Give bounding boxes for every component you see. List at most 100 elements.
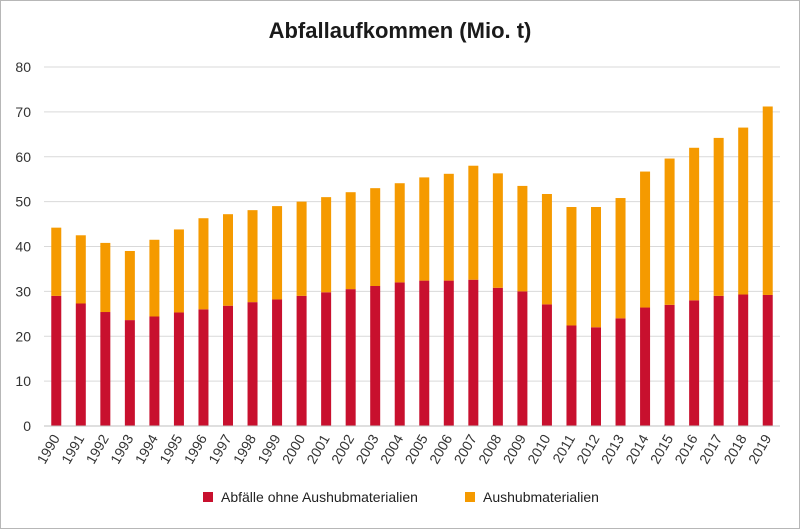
bar-abfaelle: [198, 309, 209, 426]
x-tick-label: 2004: [377, 431, 407, 466]
y-tick-label: 0: [23, 418, 31, 434]
x-tick-label: 2014: [622, 431, 652, 466]
bar-abfaelle: [713, 295, 724, 426]
x-tick-label: 1997: [205, 431, 235, 466]
x-tick-label: 2006: [426, 431, 456, 466]
x-tick-label: 2018: [720, 431, 750, 466]
y-tick-label: 70: [15, 104, 31, 120]
x-tick-label: 2015: [647, 431, 677, 466]
bar-abfaelle: [321, 292, 332, 426]
bar-abfaelle: [517, 291, 528, 426]
bar-aushub: [321, 197, 332, 293]
bar-aushub: [443, 173, 454, 281]
bar-aushub: [272, 206, 283, 300]
bar-abfaelle: [492, 287, 503, 426]
bar-aushub: [762, 106, 773, 295]
bar-aushub: [591, 207, 601, 328]
bar-aushub: [247, 210, 258, 303]
x-tick-label: 2003: [352, 431, 382, 466]
bar-aushub: [468, 165, 479, 280]
chart-title: Abfallaufkommen (Mio. t): [268, 18, 532, 43]
x-tick-label: 2011: [549, 431, 578, 465]
bar-aushub: [738, 127, 749, 295]
x-tick-label: 2001: [303, 431, 333, 466]
x-tick-label: 1998: [230, 431, 260, 466]
bar-abfaelle: [762, 294, 773, 426]
legend-label-aushub: Aushubmaterialien: [483, 489, 599, 505]
bar-abfaelle: [689, 300, 700, 426]
bar-aushub: [566, 207, 577, 326]
bar-abfaelle: [566, 325, 577, 426]
x-tick-label: 1990: [33, 431, 63, 466]
bar-abfaelle: [223, 305, 233, 426]
x-tick-label: 2010: [524, 431, 554, 466]
bar-abfaelle: [272, 299, 283, 426]
bar-aushub: [492, 173, 503, 288]
y-tick-label: 30: [15, 283, 31, 299]
bar-abfaelle: [664, 304, 675, 426]
bar-abfaelle: [468, 279, 479, 426]
x-tick-label: 1992: [82, 431, 112, 466]
legend-swatch-abfaelle: [203, 492, 213, 502]
x-tick-label: 2016: [671, 431, 701, 466]
chart-legend: Abfälle ohne Aushubmaterialien Aushubmat…: [0, 489, 800, 513]
bar-aushub: [419, 177, 430, 281]
bar-aushub: [75, 235, 86, 304]
bar-aushub: [296, 201, 307, 296]
x-tick-label: 1999: [254, 431, 284, 466]
y-tick-label: 10: [15, 373, 31, 389]
x-tick-label: 2000: [279, 431, 309, 466]
x-tick-label: 2013: [598, 431, 628, 466]
bar-abfaelle: [296, 295, 307, 426]
y-tick-label: 50: [15, 194, 31, 210]
legend-item-aushub: Aushubmaterialien: [465, 489, 599, 505]
bar-aushub: [713, 137, 724, 296]
x-tick-label: 2019: [745, 431, 775, 466]
x-tick-label: 2009: [500, 431, 530, 466]
bar-aushub: [149, 239, 160, 317]
bar-abfaelle: [640, 307, 651, 426]
bar-abfaelle: [591, 327, 601, 426]
bar-aushub: [198, 218, 209, 310]
x-tick-label: 2002: [328, 431, 358, 466]
x-tick-label: 1994: [132, 431, 162, 466]
bar-aushub: [51, 227, 62, 296]
bar-abfaelle: [394, 282, 405, 426]
legend-label-abfaelle: Abfälle ohne Aushubmaterialien: [221, 489, 418, 505]
bar-aushub: [541, 193, 552, 305]
bar-abfaelle: [419, 280, 430, 426]
bar-aushub: [370, 188, 381, 286]
bar-abfaelle: [345, 289, 356, 426]
bar-abfaelle: [51, 295, 62, 426]
bar-abfaelle: [247, 302, 258, 426]
bar-aushub: [640, 171, 651, 308]
x-tick-label: 2005: [401, 431, 431, 466]
bar-aushub: [223, 214, 233, 306]
x-tick-label: 1996: [181, 431, 211, 466]
x-tick-label: 2017: [696, 431, 726, 466]
bar-abfaelle: [370, 285, 381, 426]
bar-abfaelle: [149, 316, 160, 426]
y-tick-label: 80: [15, 59, 31, 75]
legend-item-abfaelle: Abfälle ohne Aushubmaterialien: [203, 489, 418, 505]
x-tick-label: 1991: [58, 431, 88, 466]
bar-aushub: [689, 147, 700, 301]
bar-abfaelle: [615, 318, 626, 426]
bar-aushub: [173, 229, 184, 313]
x-tick-label: 1993: [107, 431, 137, 466]
y-tick-label: 20: [15, 328, 31, 344]
bar-aushub: [394, 183, 405, 283]
y-tick-label: 40: [15, 239, 31, 255]
bar-abfaelle: [738, 294, 749, 426]
legend-swatch-aushub: [465, 492, 475, 502]
x-tick-label: 2007: [450, 431, 480, 466]
x-tick-label: 2008: [475, 431, 505, 466]
bar-abfaelle: [124, 320, 135, 426]
bar-aushub: [664, 158, 675, 305]
bar-aushub: [124, 250, 135, 321]
x-tick-label: 1995: [156, 431, 186, 466]
bar-abfaelle: [100, 312, 111, 426]
bar-abfaelle: [75, 303, 86, 426]
bar-aushub: [100, 242, 111, 313]
